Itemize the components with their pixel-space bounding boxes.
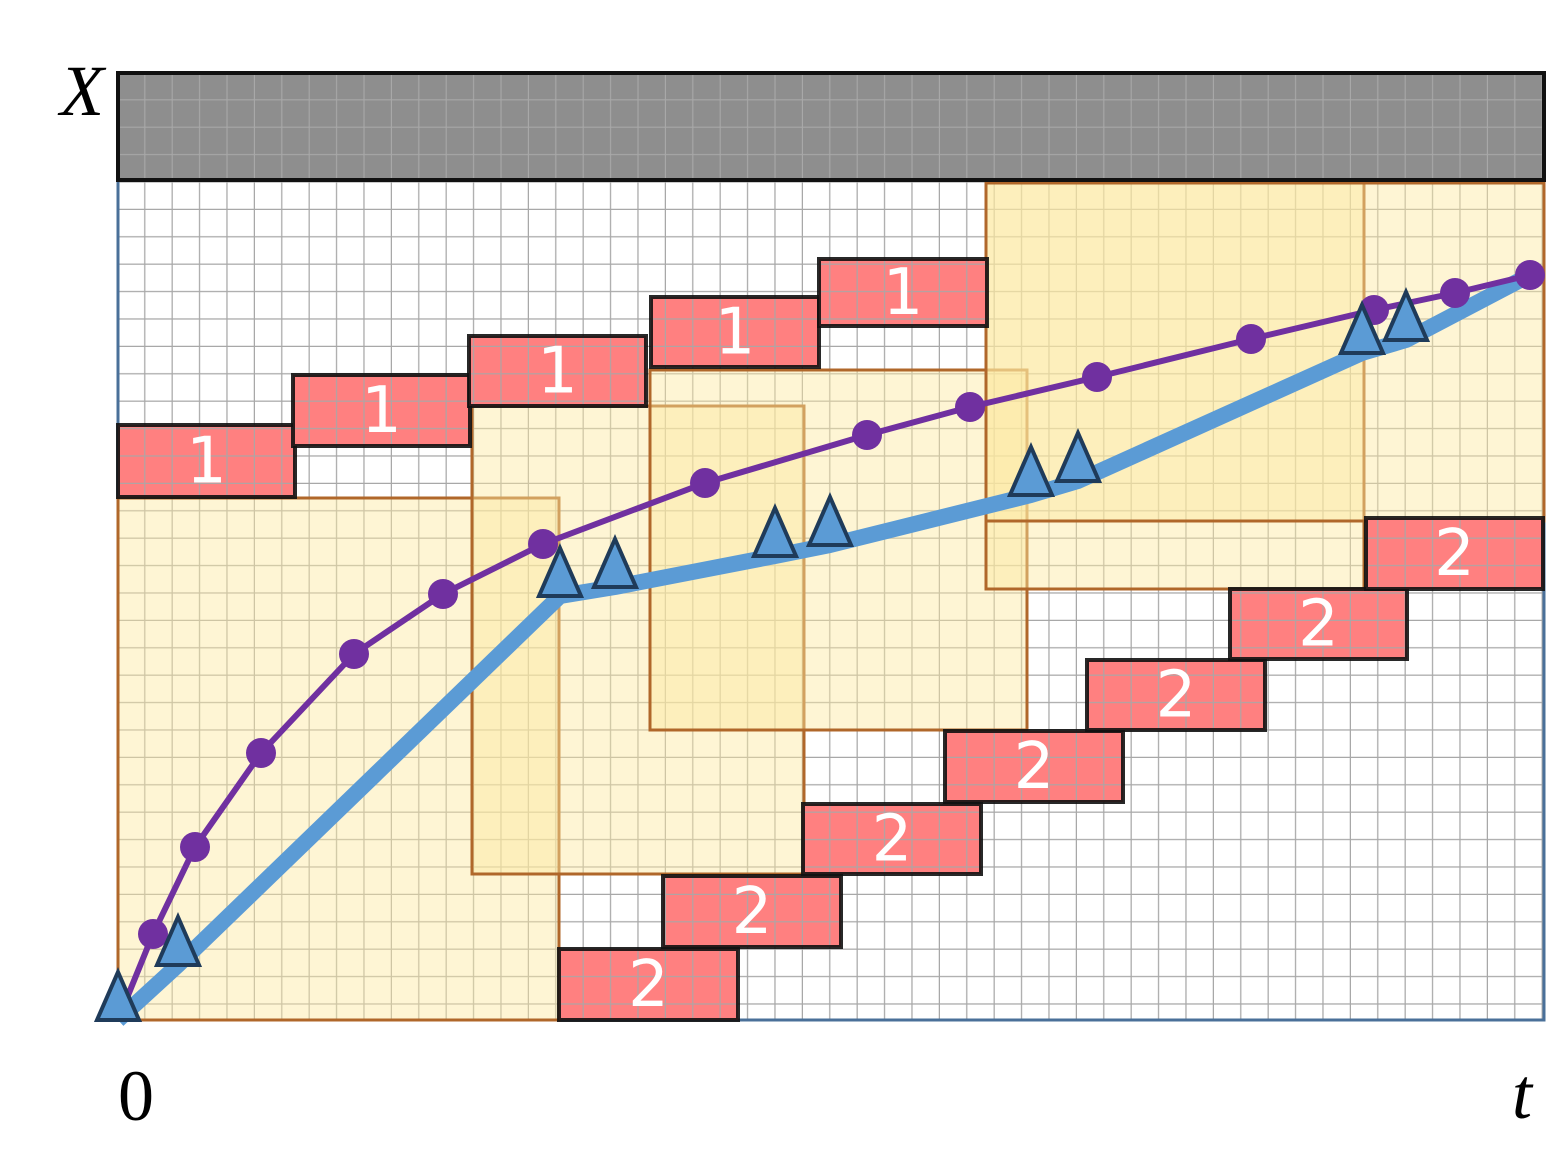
purple-point (180, 832, 210, 862)
red-block-grid (1364, 516, 1545, 591)
purple-point (528, 529, 558, 559)
blue-triangle (535, 543, 585, 598)
blue-triangle (1337, 300, 1387, 355)
blue-triangle (1053, 428, 1103, 483)
red-block-grid (1228, 587, 1409, 661)
purple-point (1440, 278, 1470, 308)
block-label: 2 (1014, 730, 1055, 804)
purple-point (1515, 260, 1545, 290)
purple-point (1082, 362, 1112, 392)
block-label: 2 (872, 803, 913, 877)
blue-triangle (590, 534, 640, 589)
block-label: 1 (715, 296, 756, 370)
block-label: 1 (537, 335, 578, 409)
purple-point (690, 468, 720, 498)
blue-triangle (1381, 287, 1431, 342)
window-box (116, 496, 561, 1022)
purple-point (138, 919, 168, 949)
red-block-grid (817, 257, 989, 328)
purple-point (955, 392, 985, 422)
blue-triangle (153, 912, 203, 967)
block-label: 1 (186, 425, 227, 499)
top-band-grid (116, 71, 1546, 182)
block-label: 2 (1298, 588, 1339, 662)
blue-triangle (1006, 442, 1056, 497)
purple-point (852, 420, 882, 450)
blue-triangle (750, 503, 800, 558)
red-block-grid (801, 802, 983, 876)
red-block-grid (116, 423, 297, 499)
y-label: X (57, 51, 107, 131)
red-block-grid (291, 373, 472, 448)
block-label: 2 (732, 875, 773, 949)
origin-label: 0 (118, 1056, 154, 1136)
red-block-grid (557, 947, 740, 1022)
purple-point (1236, 324, 1266, 354)
red-block-grid (649, 295, 821, 369)
block-label: 2 (1434, 517, 1475, 591)
red-block-grid (467, 334, 648, 408)
red-block-grid (661, 874, 843, 949)
blue-triangle (93, 967, 143, 1022)
purple-point (246, 738, 276, 768)
block-label: 2 (628, 948, 669, 1022)
red-block-grid (1085, 658, 1267, 732)
blue-triangle (805, 492, 855, 547)
block-label: 1 (883, 256, 924, 330)
purple-point (339, 639, 369, 669)
purple-point (428, 579, 458, 609)
block-label: 2 (1156, 659, 1197, 733)
red-block-grid (943, 729, 1125, 804)
block-label: 1 (361, 374, 402, 448)
x-label: t (1512, 1054, 1534, 1134)
